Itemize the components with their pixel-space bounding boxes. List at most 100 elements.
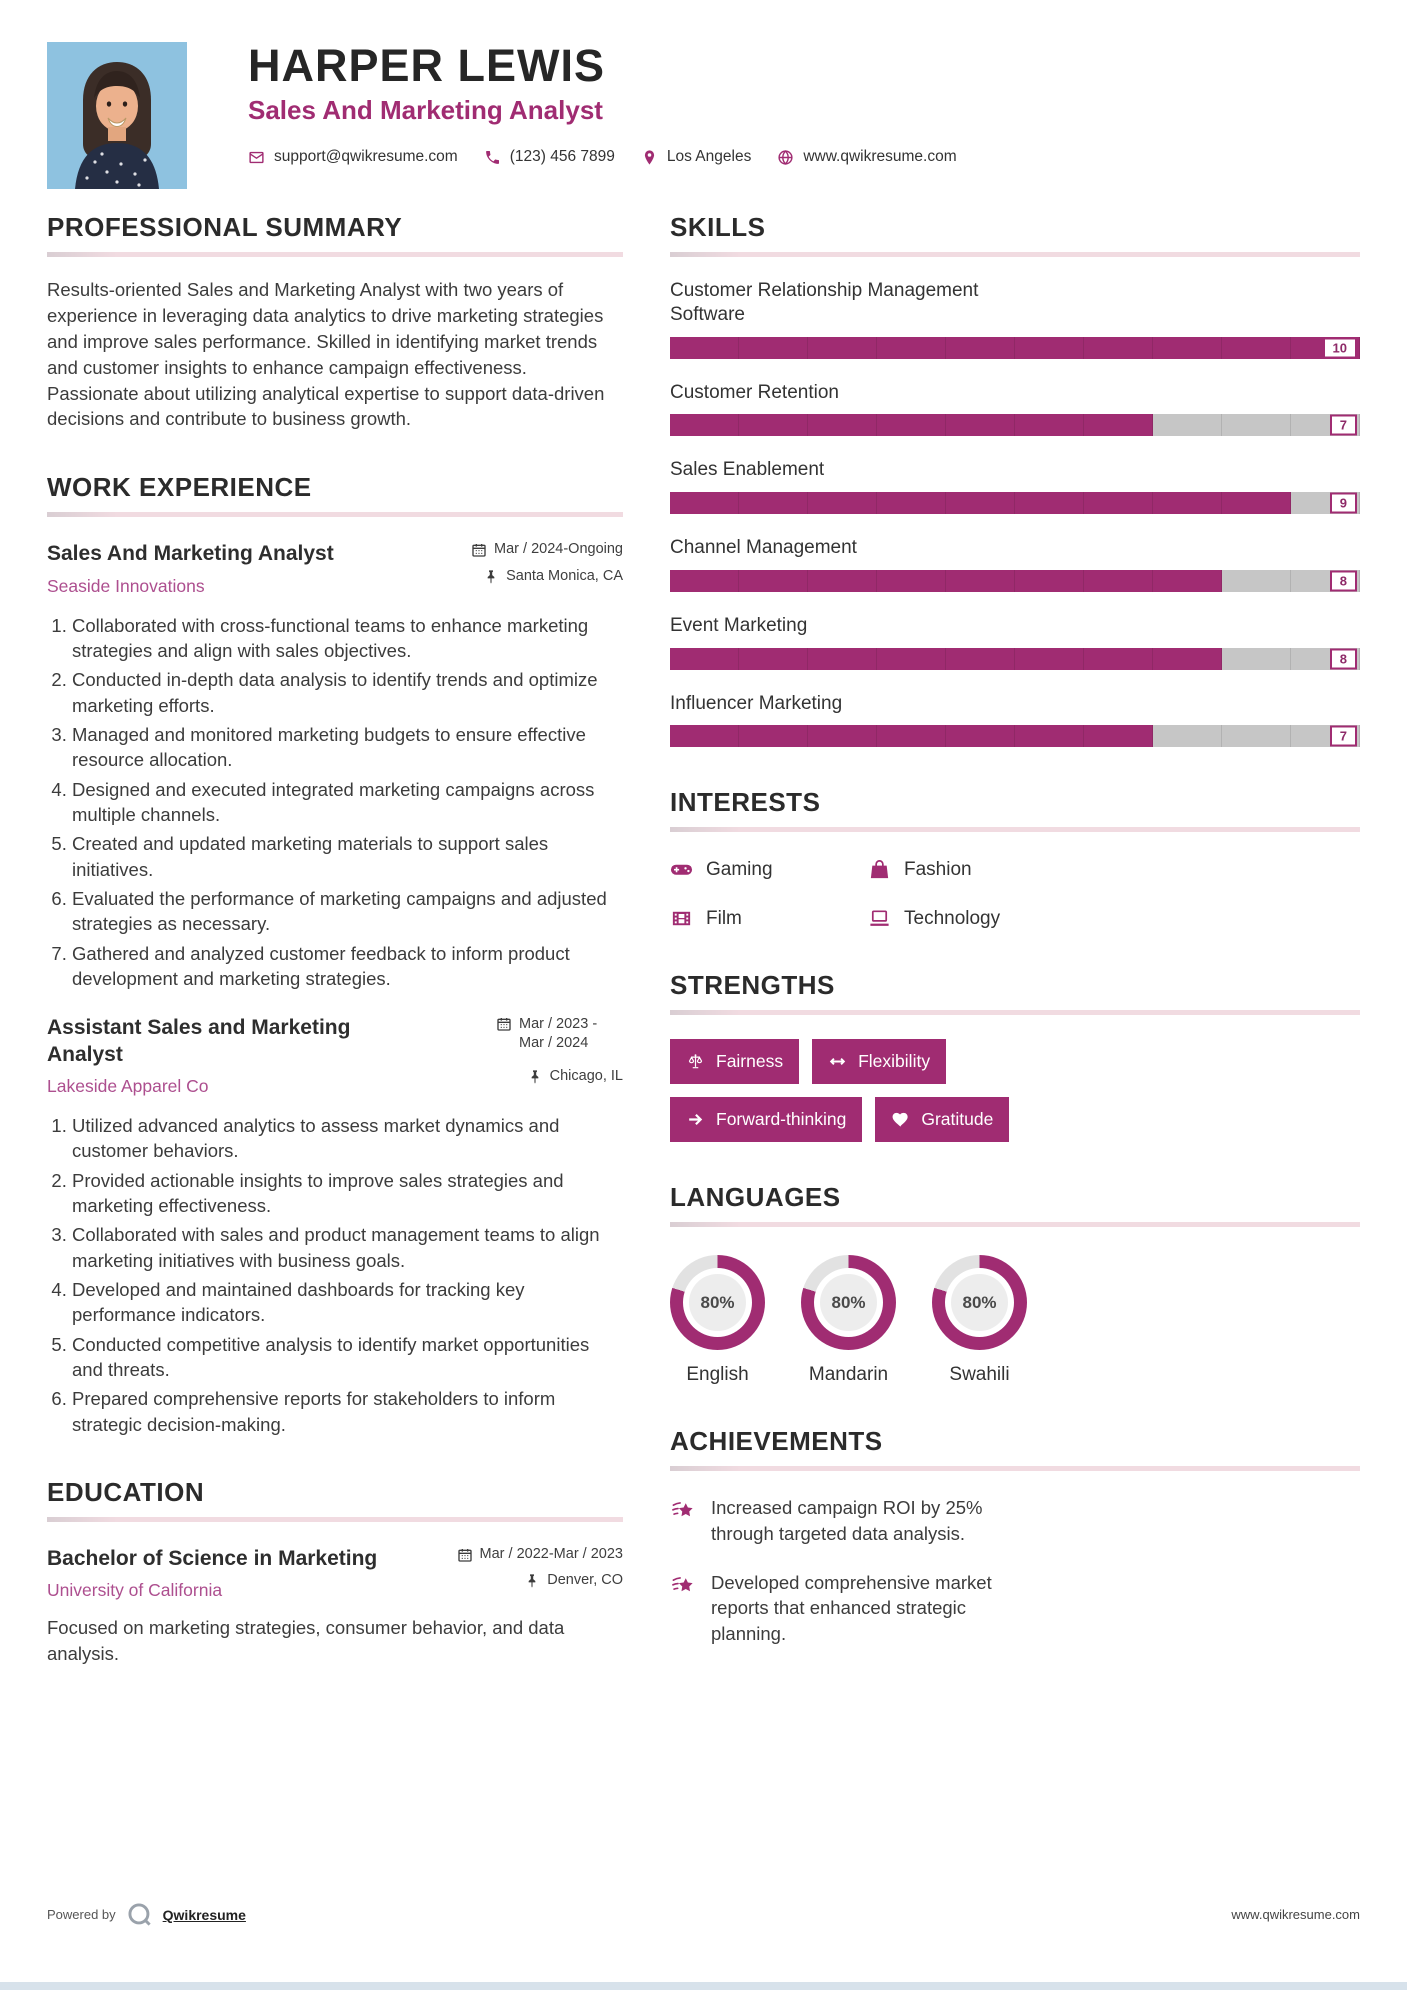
skill-label: Customer Relationship Management Softwar… [670,280,979,325]
skill-label: Event Marketing [670,614,808,636]
skill-item: Customer Retention 7 [670,381,1360,437]
pushpin-icon [531,1070,538,1084]
job-title: Assistant Sales and Marketing Analyst [47,1016,351,1066]
bullet-item: Conducted competitive analysis to identi… [72,1332,623,1383]
bullet-item: Designed and executed integrated marketi… [72,777,623,828]
bottom-strip [0,1982,1407,1990]
strengths-list: Fairness Flexibility Forward-thinking Gr… [670,1039,1042,1143]
header: HARPER LEWIS Sales And Marketing Analyst… [47,42,1360,189]
section-education: EDUCATION Bachelor of Science in Marketi… [47,1477,623,1667]
language-percent-text: 80% [831,1292,866,1312]
qwikresume-logo-icon [128,1903,151,1926]
interest-label: Film [706,907,742,929]
gamepad-icon [670,864,693,876]
education-heading: EDUCATION [47,1477,205,1508]
skill-label: Customer Retention [670,381,839,403]
strength-label: Fairness [716,1051,784,1072]
strength-label: Gratitude [921,1109,994,1130]
section-underline [670,1222,1360,1228]
skill-bar: 7 [670,725,1360,748]
contact-location-text: Los Angeles [666,148,752,166]
bullet-item: Gathered and analyzed customer feedback … [72,941,623,992]
education-dates: Mar / 2022-Mar / 2023 [457,1546,623,1563]
job-location: Chicago, IL [527,1068,623,1085]
interest-item: Film [670,907,868,930]
section-underline [47,252,623,257]
job-dates: Mar / 2024-Ongoing [471,541,623,558]
contact-email-text: support@qwikresume.com [274,148,458,166]
achievement-item: Developed comprehensive market reports t… [670,1570,1360,1646]
education-entry: Bachelor of Science in Marketing Mar / 2… [47,1546,623,1667]
skill-bar: 7 [670,414,1360,437]
shopping-bag-icon [870,860,889,879]
strength-badge: Gratitude [875,1097,1010,1143]
contact-email[interactable]: support@qwikresume.com [248,148,458,166]
contact-location[interactable]: Los Angeles [641,148,751,166]
contact-phone[interactable]: (123) 456 7899 [484,148,615,166]
interest-label: Technology [904,907,1001,929]
education-description: Focused on marketing strategies, consume… [47,1617,565,1665]
skill-label: Channel Management [670,537,857,558]
section-achievements: ACHIEVEMENTS Increased campaign ROI by 2… [670,1426,1360,1646]
language-donut-chart: 80% [932,1255,1027,1351]
language-donut-chart: 80% [670,1255,765,1351]
skill-item: Event Marketing 8 [670,614,1360,670]
section-work-experience: WORK EXPERIENCE Sales And Marketing Anal… [47,472,623,1437]
job-company: Lakeside Apparel Co [47,1075,209,1096]
strength-label: Flexibility [858,1051,931,1072]
left-right-arrow-icon [829,1058,846,1066]
contact-row: support@qwikresume.com (123) 456 7899 Lo… [248,148,1360,166]
job-entry: Sales And Marketing Analyst Mar / 2024-O… [47,541,623,991]
job-title: Sales And Marketing Analyst [47,542,334,566]
bullet-item: Conducted in-depth data analysis to iden… [72,667,623,718]
left-column: PROFESSIONAL SUMMARY Results-oriented Sa… [47,212,623,1667]
footer-site-link[interactable]: www.qwikresume.com [1231,1907,1360,1922]
bullet-item: Prepared comprehensive reports for stake… [72,1386,623,1437]
language-item: 80% Mandarin [801,1255,896,1386]
skill-bar: 8 [670,569,1360,592]
bullet-item: Provided actionable insights to improve … [72,1168,623,1219]
job-company: Seaside Innovations [47,575,205,596]
job-company-row: Lakeside Apparel Co Chicago, IL [47,1068,623,1097]
section-underline [670,1466,1360,1472]
skill-value-badge: 7 [1329,414,1357,436]
section-strengths: STRENGTHS Fairness Flexibility Forward-t… [670,970,1360,1143]
job-location-text: Chicago, IL [549,1067,623,1084]
interests-heading: INTERESTS [670,787,821,818]
contact-website[interactable]: www.qwikresume.com [777,148,957,166]
achievement-text: Increased campaign ROI by 25% through ta… [711,1497,983,1544]
heart-icon [892,1113,908,1127]
section-underline [670,827,1360,833]
section-underline [47,512,623,518]
skill-bar-fill [670,492,1291,514]
laptop-icon [870,910,889,927]
skill-bar: 9 [670,492,1360,514]
film-icon [672,912,691,926]
bullet-item: Evaluated the performance of marketing c… [72,886,623,937]
education-title-row: Bachelor of Science in Marketing Mar / 2… [47,1546,623,1572]
powered-by: Powered by Qwikresume [47,1901,246,1928]
job-location-text: Santa Monica, CA [506,567,623,584]
skill-bar-fill [670,725,1153,748]
email-icon [249,151,264,163]
strength-badge: Forward-thinking [670,1097,863,1143]
language-item: 80% Swahili [932,1255,1027,1386]
language-percent-text: 80% [962,1292,997,1312]
education-dates-text: Mar / 2022-Mar / 2023 [479,1546,623,1563]
job-bullet-list: Collaborated with cross-functional teams… [47,613,623,992]
skill-bar: 8 [670,647,1360,670]
language-name: English [686,1364,749,1386]
footer: Powered by Qwikresume www.qwikresume.com [47,1901,1360,1928]
calendar-icon [472,544,486,558]
language-name: Mandarin [808,1364,889,1386]
phone-icon [485,150,499,164]
qwikresume-brand-link[interactable]: Qwikresume [162,1906,246,1923]
job-title-row: Assistant Sales and Marketing Analyst Ma… [47,1015,623,1068]
job-entry: Assistant Sales and Marketing Analyst Ma… [47,1015,623,1437]
language-percent-text: 80% [700,1292,735,1312]
skill-bar-fill [670,647,1222,670]
section-skills: SKILLS Customer Relationship Management … [670,212,1360,748]
skill-value-badge: 9 [1329,492,1357,514]
job-dates-text: Mar / 2024-Ongoing [494,541,623,558]
